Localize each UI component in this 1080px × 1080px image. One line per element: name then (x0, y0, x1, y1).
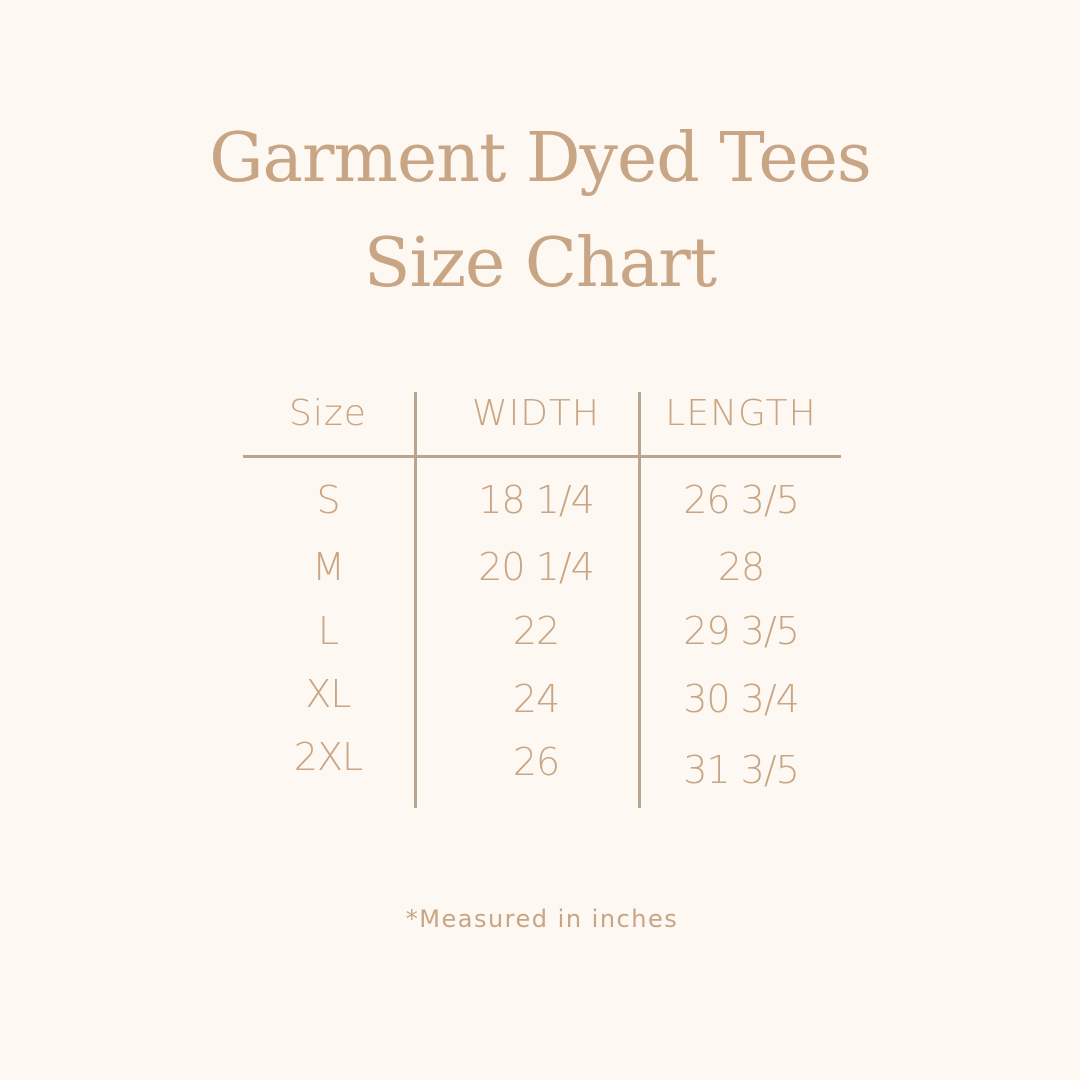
table-cell: 26 3/5 (683, 478, 800, 522)
table-cell: 29 3/5 (683, 609, 800, 653)
table-cell: 24 (512, 677, 560, 721)
header-divider (243, 455, 841, 458)
table-cell: 2XL (293, 735, 363, 779)
footnote: *Measured in inches (405, 905, 679, 933)
table-cell: 18 1/4 (478, 478, 595, 522)
table-cell: 26 (512, 740, 560, 784)
table-cell: XL (305, 672, 351, 716)
column-header: Size (289, 393, 367, 434)
table-cell: S (316, 478, 340, 522)
table-cell: 22 (512, 609, 560, 653)
column-header: WIDTH (472, 393, 600, 434)
table-cell: 20 1/4 (478, 545, 595, 589)
title-line-2: Size Chart (363, 224, 717, 303)
title-line-1: Garment Dyed Tees (209, 119, 872, 198)
table-cell: 28 (717, 545, 765, 589)
column-divider-1 (414, 392, 417, 808)
table-cell: 30 3/4 (683, 677, 800, 721)
table-cell: M (312, 545, 345, 589)
table-cell: L (317, 609, 339, 653)
column-header: LENGTH (665, 393, 817, 434)
table-cell: 31 3/5 (683, 748, 800, 792)
column-divider-2 (638, 392, 641, 808)
